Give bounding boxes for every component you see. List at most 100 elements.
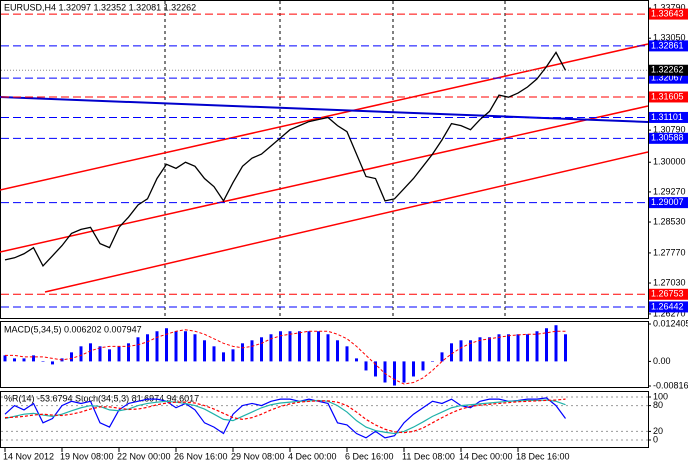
- panel-frames: [0, 0, 649, 448]
- macd-bar: [364, 361, 368, 371]
- y-tick-label: 1.30790: [653, 124, 686, 134]
- macd-frame: [0, 321, 649, 388]
- macd-bar: [79, 346, 83, 362]
- macd-bar: [193, 334, 197, 362]
- level-label: 1.32262: [651, 65, 684, 75]
- osc-title: %R(14) -53.6794 Stoch(34,5,3) 81.6974 94…: [4, 393, 199, 403]
- level-box: [649, 288, 688, 300]
- macd-bar: [41, 361, 45, 362]
- macd-bar: [345, 346, 349, 362]
- y-tick-label: 1.27770: [653, 247, 686, 257]
- macd-bar: [127, 343, 130, 362]
- level-label: 1.32067: [651, 73, 684, 83]
- level-box: [649, 197, 688, 209]
- macd-bar: [383, 361, 387, 383]
- channel-lower: [44, 151, 649, 293]
- level-box: [649, 72, 688, 84]
- channel-middle: [0, 105, 649, 253]
- macd-bar: [469, 340, 472, 362]
- macd-bar: [431, 361, 434, 362]
- macd-bar: [336, 340, 339, 362]
- macd-bar: [545, 328, 548, 362]
- macd-bar: [412, 361, 415, 377]
- macd-bar: [3, 355, 7, 362]
- y-tick-label: 1.29270: [653, 186, 686, 196]
- macd-bar: [51, 361, 54, 365]
- y-tick-label: 1.28530: [653, 216, 686, 226]
- y-tick-label: 0.012405: [653, 318, 688, 328]
- macd-bar: [488, 337, 491, 362]
- macd-bar: [317, 331, 320, 362]
- macd-bar: [421, 361, 425, 371]
- level-box: [649, 111, 688, 123]
- chart-title: EURUSD,H4 1.32097 1.32352 1.32081 1.3226…: [4, 2, 196, 12]
- y-tick-label: 100: [653, 391, 668, 401]
- macd-bar: [250, 340, 254, 362]
- x-tick-label: 18 Dec 16:00: [516, 451, 570, 461]
- macd-bar: [279, 331, 282, 362]
- macd-bar: [269, 334, 273, 362]
- x-tick-label: 14 Dec 00:00: [459, 451, 513, 461]
- macd-bar: [231, 349, 235, 362]
- macd-bar: [136, 337, 140, 362]
- level-box: [649, 91, 688, 103]
- x-tick-label: 29 Nov 08:00: [231, 451, 285, 461]
- macd-bar: [13, 358, 16, 362]
- y-tick-label: 80: [653, 400, 663, 410]
- x-tick-label: 14 Nov 2012: [3, 451, 54, 461]
- level-box: [649, 301, 688, 313]
- x-tick-label: 6 Dec 16:00: [345, 451, 394, 461]
- macd-bar: [355, 358, 358, 362]
- y-tick-label: 1.33790: [653, 2, 686, 12]
- level-box: [649, 64, 688, 76]
- macd-bar: [526, 334, 529, 362]
- macd-bar: [184, 331, 187, 362]
- macd-bar: [298, 331, 301, 362]
- macd-bar: [89, 343, 92, 362]
- macd-bar: [288, 331, 292, 362]
- channel-upper: [0, 43, 649, 191]
- macd-bar: [554, 325, 558, 362]
- macd-bar: [260, 337, 263, 362]
- level-label: 1.32861: [651, 40, 684, 50]
- macd-bar: [326, 334, 330, 362]
- vertical-grid: [164, 1, 506, 318]
- x-tick-label: 19 Nov 08:00: [60, 451, 114, 461]
- y-tick-label: 1.26270: [653, 308, 686, 318]
- macd-bar: [165, 328, 168, 362]
- macd-signal: [5, 329, 566, 385]
- x-tick-label: 22 Nov 00:00: [117, 451, 171, 461]
- macd-bar: [535, 331, 539, 362]
- y-tick-label: 0: [653, 434, 658, 444]
- macd-bar: [70, 352, 73, 362]
- blue-trendline: [0, 96, 649, 123]
- macd-bar: [402, 361, 406, 383]
- price-line: [4, 51, 567, 268]
- x-tick-label: 11 Dec 08:00: [402, 451, 455, 461]
- macd-bar: [497, 334, 501, 362]
- macd-bar: [307, 331, 311, 362]
- level-label: 1.31101: [651, 112, 683, 122]
- macd-bar: [507, 334, 510, 362]
- macd-bar: [241, 343, 244, 362]
- macd-bar: [146, 334, 149, 362]
- x-tick-label: 26 Nov 16:00: [174, 451, 228, 461]
- osc-line: [4, 398, 566, 434]
- y-tick-label: 1.33050: [653, 33, 686, 43]
- macd-bar: [117, 346, 121, 362]
- level-label: 1.29007: [651, 197, 684, 207]
- level-box: [649, 132, 688, 144]
- x-tick-label: 4 Dec 00:00: [288, 451, 337, 461]
- level-label: 1.31605: [651, 91, 684, 101]
- macd-bar: [108, 349, 111, 362]
- macd-bar: [203, 340, 206, 362]
- osc-line: [4, 397, 566, 439]
- macd-bar: [222, 352, 225, 362]
- macd-bar: [174, 331, 178, 362]
- y-tick-label: 0.00: [653, 356, 671, 366]
- macd-bar: [155, 331, 159, 362]
- osc-line: [4, 399, 566, 435]
- level-box: [649, 8, 688, 20]
- main-frame: [0, 0, 649, 319]
